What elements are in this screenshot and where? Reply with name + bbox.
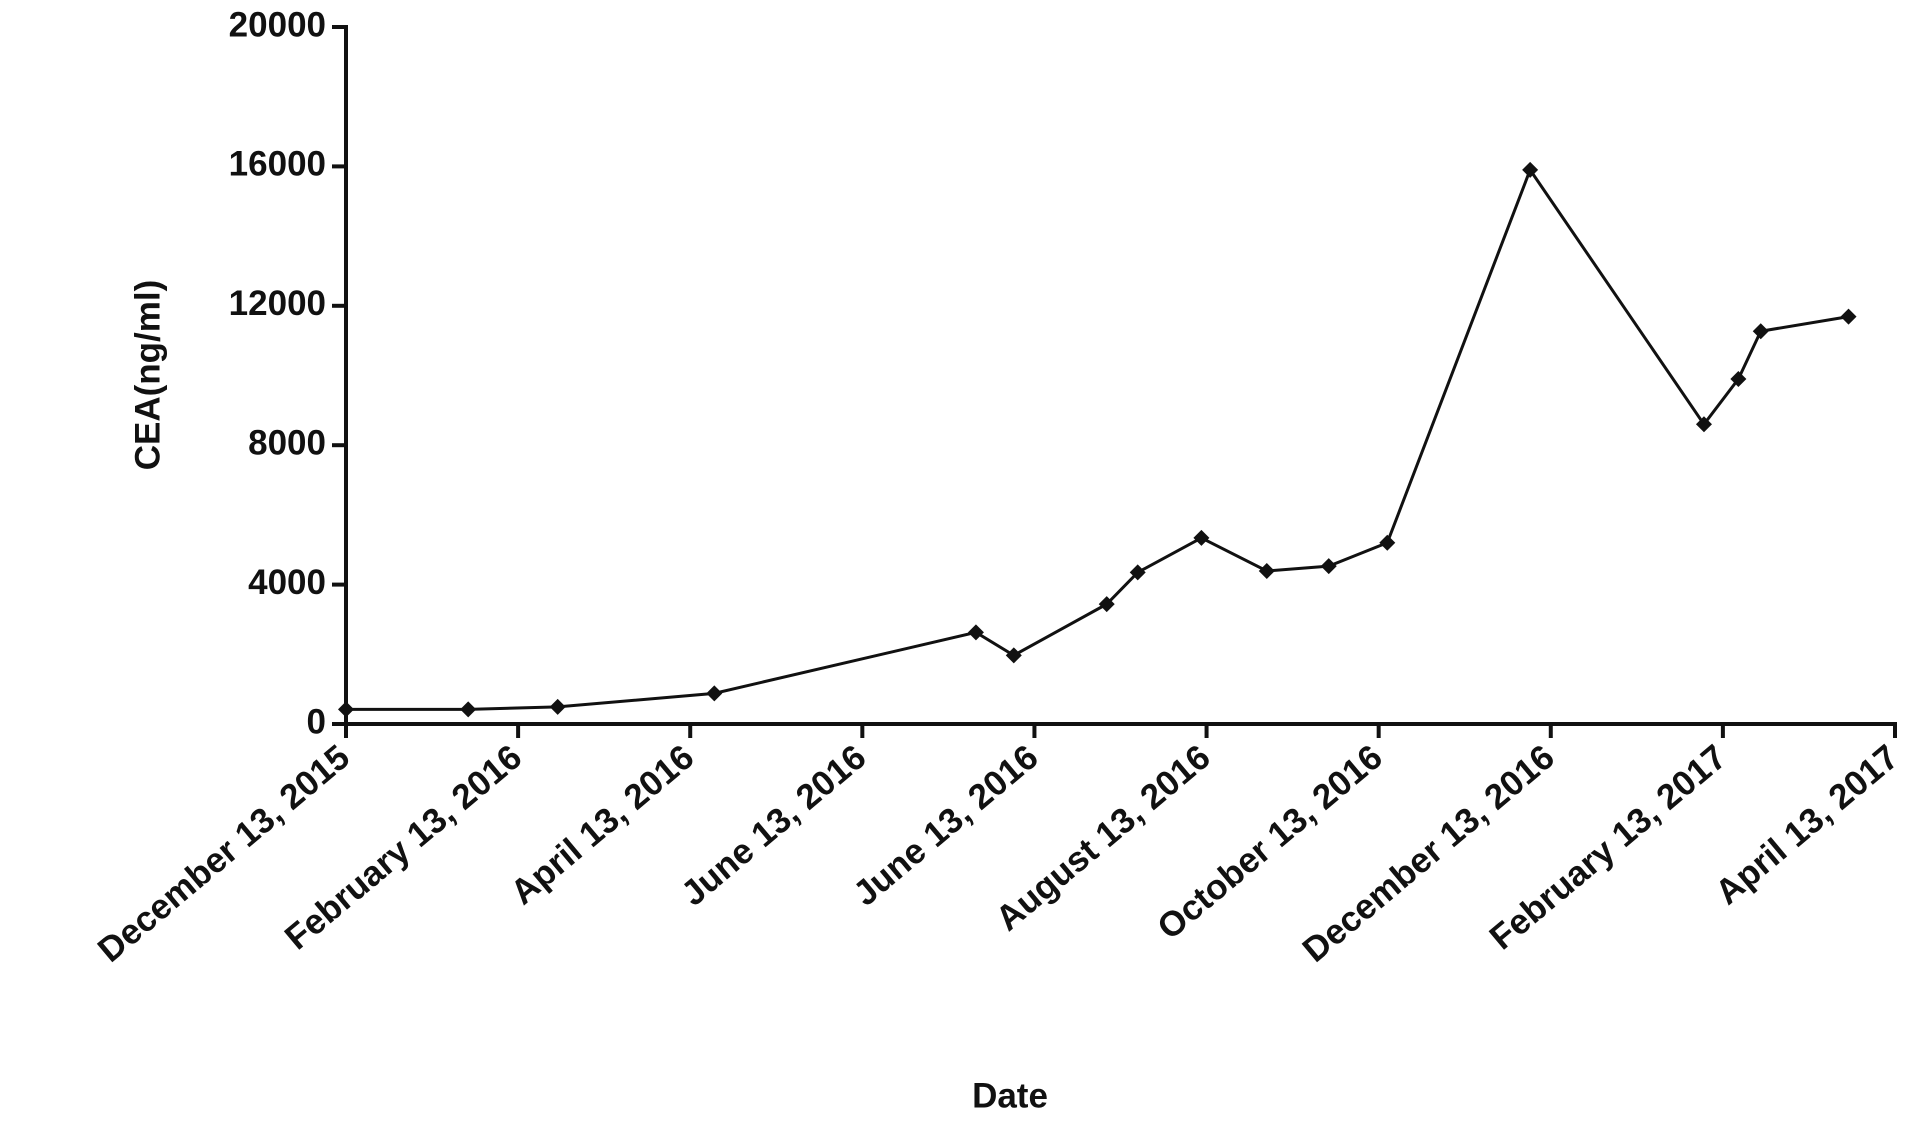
marker bbox=[1522, 161, 1539, 178]
marker bbox=[1193, 529, 1210, 546]
y-axis-label: CEA(ng/ml) bbox=[128, 280, 167, 471]
y-tick-label: 0 bbox=[307, 702, 326, 741]
marker bbox=[1098, 596, 1115, 613]
marker bbox=[1005, 647, 1022, 664]
marker bbox=[1695, 416, 1712, 433]
marker bbox=[1840, 308, 1857, 325]
marker bbox=[549, 698, 566, 715]
x-axis-label: Date bbox=[972, 1076, 1048, 1115]
y-tick-label: 20000 bbox=[229, 5, 326, 44]
x-tick-label: April 13, 2016 bbox=[503, 737, 701, 912]
marker bbox=[338, 701, 354, 718]
marker bbox=[460, 701, 477, 718]
marker bbox=[1379, 534, 1396, 551]
y-tick-label: 16000 bbox=[229, 145, 326, 184]
x-tick-label: June 13, 2016 bbox=[674, 737, 873, 913]
y-tick-label: 4000 bbox=[248, 563, 326, 602]
marker bbox=[1730, 370, 1747, 387]
data-line bbox=[346, 166, 1849, 711]
x-tick-label: April 13, 2017 bbox=[1708, 737, 1906, 912]
marker bbox=[1752, 323, 1769, 340]
marker bbox=[967, 624, 984, 641]
marker bbox=[1129, 564, 1146, 581]
marker bbox=[706, 685, 723, 702]
y-tick-label: 12000 bbox=[229, 284, 326, 323]
y-tick-label: 8000 bbox=[248, 423, 326, 462]
marker bbox=[1258, 563, 1275, 580]
marker bbox=[1320, 558, 1337, 575]
